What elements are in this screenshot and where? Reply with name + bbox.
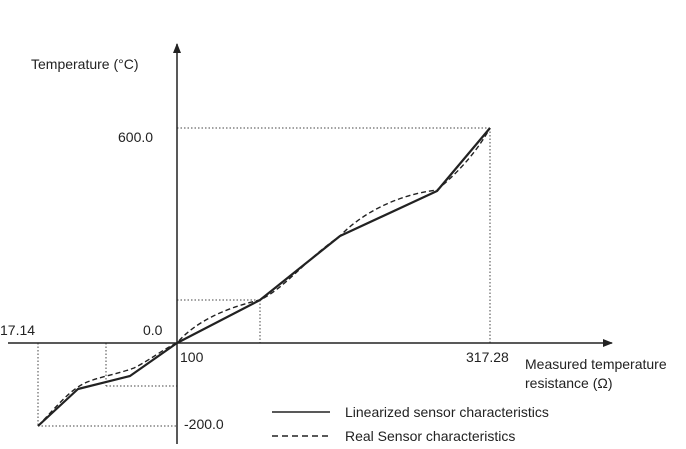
- tick-0-label: 0.0: [143, 322, 163, 338]
- x-axis-label-line1: Measured temperature: [525, 356, 667, 372]
- tick-minus200-label: -200.0: [184, 416, 224, 432]
- x-axis-label-line2: resistance (Ω): [525, 375, 613, 391]
- tick-317-28-label: 317.28: [466, 349, 509, 365]
- legend-real-label: Real Sensor characteristics: [345, 428, 516, 444]
- real-sensor-curve: [37, 127, 491, 427]
- legend-linearized-label: Linearized sensor characteristics: [345, 404, 549, 420]
- linearized-sensor-curve: [37, 127, 491, 427]
- guide-lines: [37, 127, 491, 427]
- tick-17-14-label: 17.14: [0, 322, 36, 338]
- tick-600-label: 600.0: [118, 129, 154, 145]
- tick-100-label: 100: [180, 349, 204, 365]
- y-axis-label: Temperature (°C): [31, 56, 139, 72]
